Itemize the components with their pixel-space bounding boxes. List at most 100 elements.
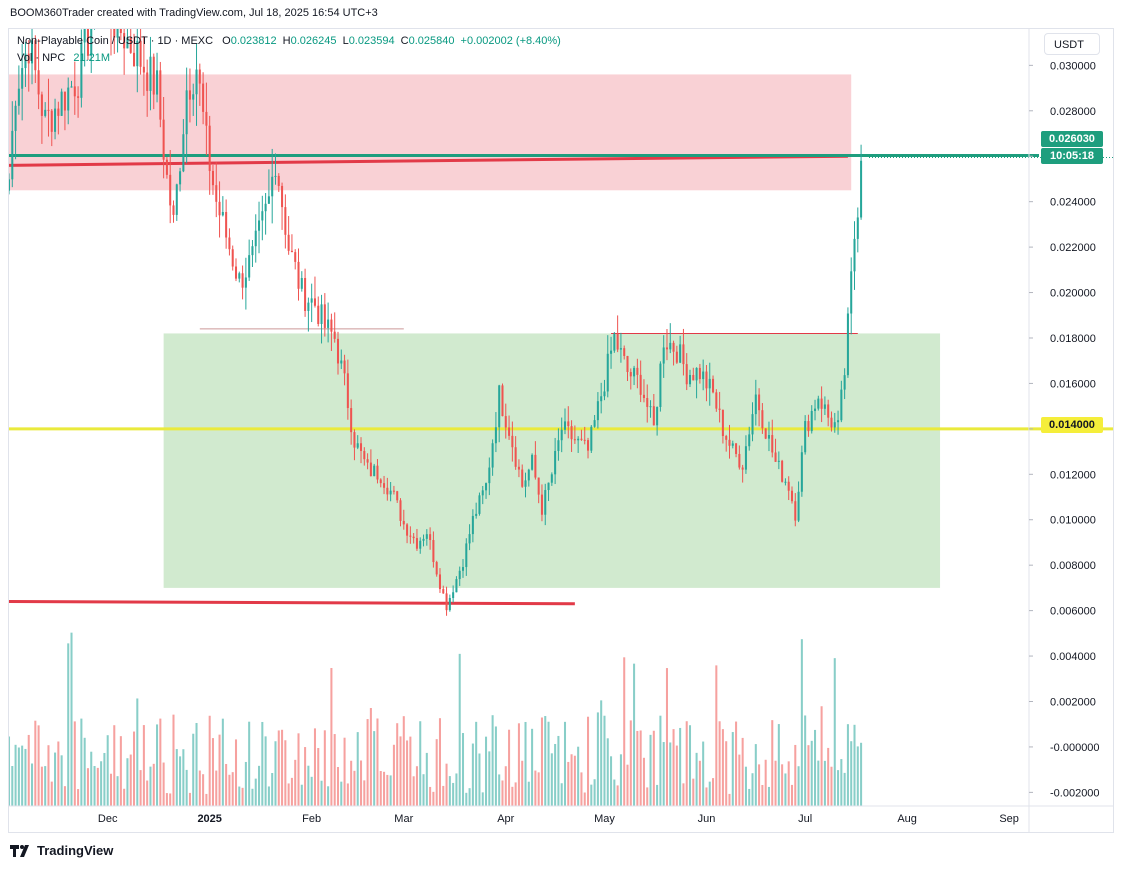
volume-bar [83, 737, 86, 806]
candle-body [175, 184, 178, 215]
candle-body [603, 391, 606, 397]
legend-separator: · [174, 35, 182, 47]
interval[interactable]: 1D [157, 35, 172, 47]
zones-layer [9, 74, 941, 588]
volume-bar [567, 761, 570, 806]
candle-body [725, 436, 728, 440]
candle-body [619, 348, 622, 350]
candle-body [119, 29, 122, 34]
volume-bar [455, 773, 458, 806]
volume-bar [330, 667, 333, 806]
candle-body [758, 394, 761, 411]
volume-bar [159, 718, 162, 806]
time-tick-label: May [594, 813, 615, 825]
volume-bar [448, 776, 451, 806]
candle-body [383, 483, 386, 488]
candle-body [781, 460, 784, 482]
candle-body [37, 70, 40, 95]
candlestick-chart[interactable]: 0.0300000.0280000.0260000.0240000.022000… [9, 29, 1113, 832]
candle-body [610, 350, 613, 354]
tradingview-logo[interactable]: TradingView [10, 843, 113, 858]
volume-bar [843, 772, 846, 806]
candle-body [534, 454, 537, 478]
candle-body [323, 304, 326, 328]
candle-body [642, 394, 645, 399]
volume-bar [741, 737, 744, 806]
time-tick-label: Sep [999, 813, 1019, 825]
volume-bar [24, 748, 27, 806]
volume-bar [623, 657, 626, 806]
volume-bar [593, 779, 596, 806]
volume-label[interactable]: Vol · NPC [17, 52, 66, 64]
volume-bar [248, 721, 251, 806]
volume-bar [665, 668, 669, 806]
candle-body [27, 53, 30, 64]
volume-bar [557, 735, 560, 806]
volume-bar [636, 730, 639, 806]
volume-bar [409, 736, 412, 806]
volume-bar [498, 774, 501, 806]
candle-body [366, 459, 369, 463]
volume-bar [517, 723, 520, 806]
candle-body [784, 481, 787, 483]
candle-body [521, 469, 524, 487]
volume-bar [534, 770, 537, 806]
time-tick-label: Mar [394, 813, 413, 825]
candle-body [481, 490, 484, 496]
candle-body [669, 342, 672, 350]
volume-bar [333, 734, 336, 806]
volume-bar [823, 760, 826, 806]
price-tick-label: -0.002000 [1050, 787, 1100, 799]
volume-bar [287, 783, 290, 806]
candle-body [649, 406, 652, 408]
candle-body [517, 466, 520, 470]
candle-body [688, 374, 692, 385]
candle-body [475, 513, 478, 516]
candle-body [442, 589, 445, 594]
volume-bar [833, 658, 836, 806]
candle-body [590, 426, 593, 451]
candle-body [350, 408, 353, 433]
candle-body [277, 175, 280, 186]
candle-body [340, 360, 343, 364]
volume-bar [113, 725, 116, 806]
volume-bar [468, 788, 471, 806]
candle-body [70, 86, 73, 88]
volume-bar [208, 715, 211, 806]
candle-body [698, 367, 701, 380]
volume-bar [731, 732, 734, 806]
candle-body [234, 266, 238, 279]
volume-bar [626, 764, 629, 806]
candle-body [830, 417, 833, 428]
candle-body [172, 205, 175, 215]
time-axis[interactable]: Dec 2025 Feb Mar Apr May Jun Jul Aug Sep [98, 813, 1019, 825]
symbol-name[interactable]: Non-Playable Coin / USDT [17, 35, 148, 47]
candle-body [804, 421, 807, 453]
candle-body [297, 261, 300, 289]
candle-body [741, 467, 744, 470]
volume-bar [491, 715, 494, 806]
candle-body [261, 211, 264, 221]
candle-body [274, 175, 277, 177]
candle-body [455, 579, 458, 593]
candle-body [659, 363, 662, 408]
brand-name: TradingView [37, 843, 114, 858]
candle-body [67, 87, 70, 111]
volume-bar [44, 766, 47, 806]
candle-body [152, 56, 155, 95]
candle-body [363, 450, 366, 460]
candle-body [356, 443, 359, 448]
candle-body [205, 111, 208, 126]
candle-body [389, 490, 392, 495]
volume-bar [478, 753, 481, 806]
candle-body [287, 234, 290, 251]
candle-body [820, 398, 823, 409]
time-tick-label: 2025 [197, 813, 221, 825]
candle-body [63, 91, 66, 111]
currency-button[interactable]: USDT [1044, 33, 1100, 55]
candle-body [343, 360, 346, 374]
volume-bar [524, 721, 527, 806]
candle-body [156, 70, 159, 95]
candle-body [748, 434, 751, 447]
candle-body [853, 238, 856, 272]
